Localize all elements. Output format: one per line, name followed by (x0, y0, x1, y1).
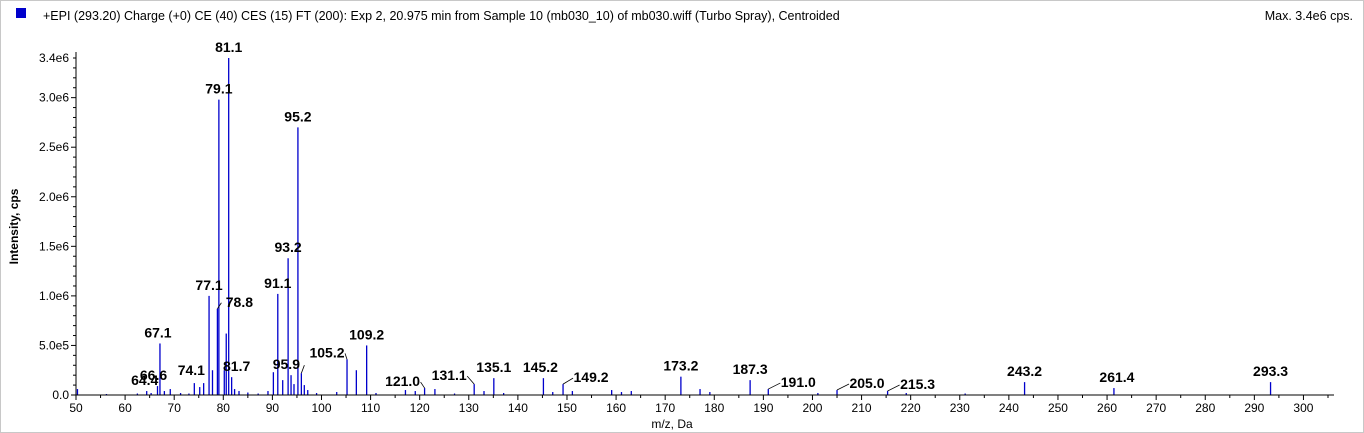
axis-ticks: 50 60 70 80 90 100 110 120 130 140 150 160 170 180 190… (39, 51, 1329, 415)
y-tick-label: 5.0e5 (39, 338, 69, 352)
peak-label: 81.1 (215, 39, 242, 55)
x-tick-label: 230 (950, 401, 970, 415)
panel-header: +EPI (293.20) Charge (+0) CE (40) CES (1… (1, 1, 1363, 31)
peak-label: 77.1 (195, 277, 222, 293)
x-tick-label: 190 (753, 401, 773, 415)
x-axis-label: m/z, Da (651, 417, 693, 431)
peak-bars (76, 58, 1272, 395)
max-intensity-label: Max. 3.4e6 cps. (1264, 9, 1353, 23)
peak-label: 93.2 (274, 239, 301, 255)
peak-label: 187.3 (733, 361, 768, 377)
x-tick-label: 240 (999, 401, 1019, 415)
peak-label: 95.9 (273, 356, 300, 372)
x-tick-label: 130 (459, 401, 479, 415)
peak-label: 78.8 (226, 294, 253, 310)
x-tick-label: 140 (508, 401, 528, 415)
x-tick-label: 120 (410, 401, 430, 415)
x-tick-label: 250 (1048, 401, 1068, 415)
peak-label: 81.7 (223, 358, 250, 374)
x-tick-label: 80 (217, 401, 231, 415)
x-tick-label: 270 (1146, 401, 1166, 415)
y-tick-label: 3.4e6 (39, 51, 69, 65)
x-tick-label: 100 (311, 401, 331, 415)
spectrum-title: +EPI (293.20) Charge (+0) CE (40) CES (1… (43, 9, 840, 23)
peak-label: 66.6 (140, 367, 167, 383)
peak-label-leader (562, 377, 574, 385)
peak-label: 121.0 (385, 373, 420, 389)
x-tick-label: 290 (1244, 401, 1264, 415)
peak-label: 173.2 (663, 358, 698, 374)
peak-label: 105.2 (309, 344, 344, 360)
x-tick-label: 300 (1293, 401, 1313, 415)
peak-label-leader (887, 384, 900, 392)
peak-label: 79.1 (205, 81, 232, 97)
y-tick-label: 3.0e6 (39, 91, 69, 105)
y-axis-label: Intensity, cps (7, 188, 21, 264)
peak-label: 191.0 (781, 374, 816, 390)
peak-label: 149.2 (574, 369, 609, 385)
peak-label: 74.1 (178, 362, 205, 378)
y-tick-label: 0.0 (52, 388, 69, 402)
y-tick-label: 1.0e6 (39, 289, 69, 303)
peak-label: 145.2 (523, 359, 558, 375)
peak-label: 261.4 (1099, 369, 1134, 385)
peak-label: 205.0 (849, 375, 884, 391)
x-tick-label: 110 (361, 401, 380, 415)
x-tick-label: 280 (1195, 401, 1215, 415)
x-tick-label: 60 (118, 401, 132, 415)
peak-label-leader (420, 381, 425, 389)
y-tick-label: 2.0e6 (39, 190, 69, 204)
x-tick-label: 180 (704, 401, 724, 415)
x-tick-label: 90 (266, 401, 280, 415)
peak-label: 215.3 (900, 376, 935, 392)
peak-label-leader (768, 382, 781, 390)
x-tick-label: 70 (168, 401, 182, 415)
peak-label: 95.2 (284, 108, 311, 124)
x-tick-label: 160 (606, 401, 626, 415)
peak-label: 293.3 (1253, 363, 1288, 379)
peak-label-leader (836, 383, 850, 391)
peak-labels: 64.466.6 67.1 74.1 77.178.8 79.1 81.1 81.7 91.1… (131, 39, 1288, 392)
peak-label: 243.2 (1007, 363, 1042, 379)
x-tick-label: 170 (655, 401, 675, 415)
series-color-swatch (16, 8, 26, 18)
x-tick-label: 220 (901, 401, 921, 415)
peak-label-leader (217, 302, 222, 309)
peak-label: 135.1 (476, 359, 511, 375)
peak-label-leader (466, 375, 475, 385)
y-tick-label: 1.5e6 (39, 239, 69, 253)
peak-label-leader (344, 353, 348, 360)
peak-label: 109.2 (349, 326, 384, 342)
x-tick-label: 260 (1097, 401, 1117, 415)
peak-label-leader (300, 365, 305, 374)
peak-label: 91.1 (264, 275, 291, 291)
x-tick-label: 200 (802, 401, 822, 415)
peak-label: 67.1 (144, 324, 171, 340)
x-tick-label: 210 (852, 401, 872, 415)
x-tick-label: 50 (69, 401, 83, 415)
peak-label: 131.1 (432, 367, 467, 383)
x-tick-label: 150 (557, 401, 577, 415)
peak-label: 64.4 (131, 372, 158, 388)
y-tick-label: 2.5e6 (39, 140, 69, 154)
